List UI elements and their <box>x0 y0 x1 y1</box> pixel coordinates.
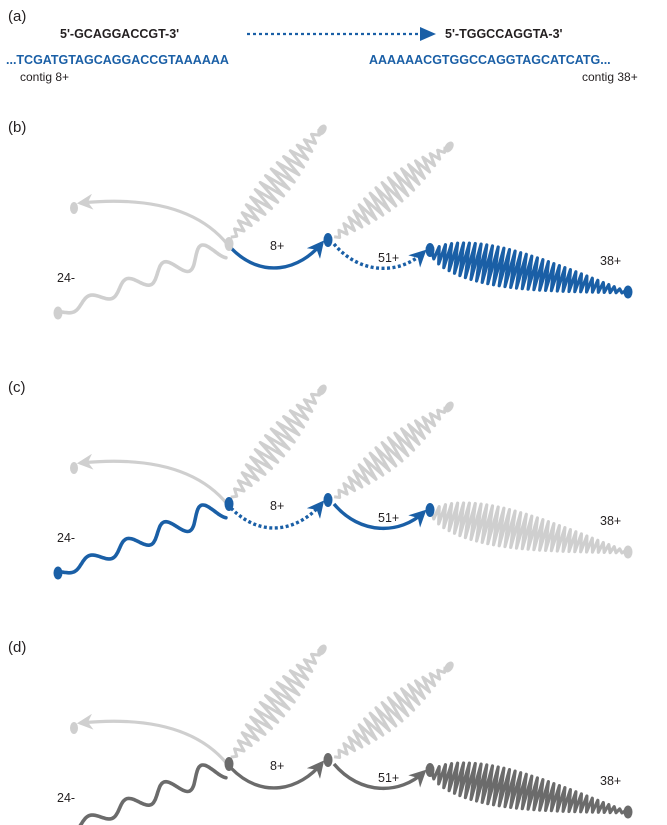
edge-arrow-upleft <box>76 453 230 507</box>
node-label-38: 38+ <box>600 514 621 528</box>
node-end-24 <box>53 566 63 580</box>
contig-up-coil-2 <box>333 406 447 499</box>
node-label-51: 51+ <box>378 771 399 785</box>
junction-node-d2 <box>323 753 333 767</box>
junction-node-d3 <box>425 763 435 777</box>
junction-node-d3 <box>425 503 435 517</box>
contig-24-coil <box>60 243 228 315</box>
panel-label: (d) <box>8 639 26 656</box>
contig-up-coil-2 <box>333 146 447 239</box>
junction-node-d1 <box>224 237 234 251</box>
edge-51 <box>332 762 427 791</box>
sequence-left: ...TCGATGTAGCAGGACCGTAAAAAA <box>6 53 229 67</box>
node-end-24 <box>53 306 63 320</box>
primer-link-arrowhead <box>420 27 436 41</box>
contig-24-coil <box>78 763 228 825</box>
node-label-51: 51+ <box>378 511 399 525</box>
junction-node-d3 <box>425 243 435 257</box>
edge-arrow-upleft <box>76 713 230 767</box>
node-end-up-1 <box>317 124 327 136</box>
edge-8 <box>229 500 325 530</box>
edge-51 <box>332 502 427 531</box>
contig-left-name: contig 8+ <box>20 70 69 84</box>
node-label-8: 8+ <box>270 759 284 773</box>
node-end-upleft <box>70 722 78 734</box>
node-end-38 <box>623 285 633 299</box>
contig-right-name: contig 38+ <box>582 70 638 84</box>
node-end-up-1 <box>317 384 327 396</box>
sequence-right: AAAAAACGTGGCCAGGTAGCATCATG... <box>369 53 611 67</box>
contig-up-coil-1 <box>230 128 321 239</box>
edge-8 <box>229 760 325 790</box>
panel-b: (b) 24- 8+ 51+ 38+ <box>8 119 633 320</box>
contig-24-coil <box>60 503 228 575</box>
contig-up-coil-1 <box>230 388 321 499</box>
panel-label: (b) <box>8 119 26 136</box>
node-end-up-1 <box>317 644 327 656</box>
junction-node-d2 <box>323 233 333 247</box>
node-label-24: 24- <box>57 791 75 805</box>
node-label-24: 24- <box>57 271 75 285</box>
node-end-38 <box>623 545 633 559</box>
panel-a: (a) 5'-GCAGGACCGT-3' 5'-TGGCCAGGTA-3' ..… <box>6 8 638 84</box>
contig-up-coil-2 <box>333 666 447 759</box>
edge-arrow-upleft <box>76 193 230 247</box>
node-label-8: 8+ <box>270 239 284 253</box>
node-end-38 <box>623 805 633 819</box>
primer-left: 5'-GCAGGACCGT-3' <box>60 27 179 41</box>
edge-8 <box>229 240 325 270</box>
edge-51 <box>332 242 427 271</box>
node-end-upleft <box>70 462 78 474</box>
node-label-51: 51+ <box>378 251 399 265</box>
contig-up-coil-1 <box>230 648 321 759</box>
panel-a-label: (a) <box>8 8 26 25</box>
node-end-up-2 <box>444 141 454 153</box>
junction-node-d2 <box>323 493 333 507</box>
node-end-up-2 <box>444 401 454 413</box>
node-end-upleft <box>70 202 78 214</box>
panel-d: (d) 24- 8+ 51+ 38+ <box>8 639 633 825</box>
contig-38-coil <box>430 761 626 815</box>
panel-label: (c) <box>8 379 26 396</box>
contig-38-coil <box>430 241 626 295</box>
contig-38-coil <box>430 501 626 555</box>
primer-right: 5'-TGGCCAGGTA-3' <box>445 27 563 41</box>
panel-c: (c) 24- 8+ 51+ 38+ <box>8 379 633 580</box>
node-label-38: 38+ <box>600 254 621 268</box>
node-label-38: 38+ <box>600 774 621 788</box>
node-label-8: 8+ <box>270 499 284 513</box>
junction-node-d1 <box>224 757 234 771</box>
junction-node-d1 <box>224 497 234 511</box>
node-label-24: 24- <box>57 531 75 545</box>
node-end-up-2 <box>444 661 454 673</box>
